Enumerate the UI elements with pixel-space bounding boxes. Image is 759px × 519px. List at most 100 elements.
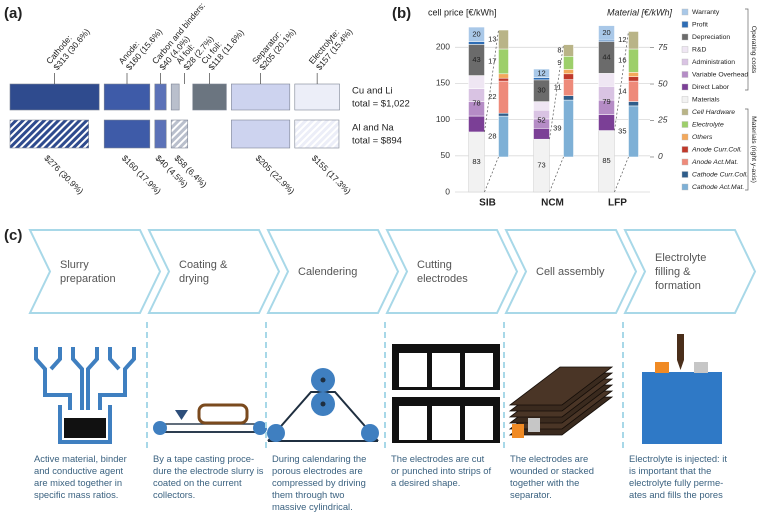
group-sum-label: 52 xyxy=(537,115,545,124)
bar-segment xyxy=(533,101,550,111)
bar-label: 9 xyxy=(557,58,561,67)
legend-swatch xyxy=(681,33,689,41)
step-description: The electrodes are cut or punched into s… xyxy=(391,453,492,488)
y-tick-label: 0 xyxy=(445,186,450,196)
legend-swatch xyxy=(681,121,689,128)
row-total: total = $1,022 xyxy=(352,99,410,110)
cost-segment xyxy=(103,119,151,149)
legend-swatch xyxy=(681,108,689,116)
y2-tick-label: 75 xyxy=(658,42,668,52)
legend-label: Electrolyte xyxy=(692,121,724,128)
panel-c: (c) xyxy=(4,227,757,450)
bar-segment xyxy=(468,75,485,89)
cost-segment xyxy=(170,83,180,111)
dryer xyxy=(197,403,249,425)
cost-segment xyxy=(103,83,151,111)
funnel xyxy=(71,347,99,410)
step-title: Slurry preparation xyxy=(60,258,116,285)
legend-label: Materials xyxy=(692,96,720,103)
legend-swatch xyxy=(681,96,689,103)
step-description: Active material, binder and conductive a… xyxy=(34,453,127,500)
bar-label: 16 xyxy=(618,56,626,65)
bar-label: 35 xyxy=(618,126,626,135)
group-sum-label: 79 xyxy=(602,97,610,106)
bar-segment xyxy=(533,68,550,78)
cost-segment xyxy=(154,83,167,111)
step-description: By a tape casting proce- dure the electr… xyxy=(153,453,264,500)
cost-segment xyxy=(231,83,291,111)
cost-segment xyxy=(170,119,189,149)
connector xyxy=(484,156,499,193)
bar-segment xyxy=(498,29,509,50)
bar-label: 22 xyxy=(488,92,496,101)
bar-label: 83 xyxy=(472,157,480,166)
bar-segment xyxy=(563,99,574,158)
y2-tick-label: 0 xyxy=(658,151,663,161)
row-label: Al and Na xyxy=(352,123,394,134)
process-chevron xyxy=(623,229,757,314)
process-chevron xyxy=(385,229,519,314)
roller xyxy=(361,424,379,442)
connector xyxy=(484,29,499,133)
cost-segment xyxy=(294,119,340,149)
bar-segment xyxy=(498,73,509,79)
row-total: total = $894 xyxy=(352,136,402,147)
bar-label: 14 xyxy=(618,86,626,95)
doctor-blade xyxy=(175,410,188,420)
roller xyxy=(253,421,267,435)
process-chevron xyxy=(266,229,400,314)
y2-axis-label: Material [€/kWh] xyxy=(607,7,673,17)
cut-strip xyxy=(399,353,427,387)
panel-label: (b) xyxy=(392,5,411,22)
bar-label: 39 xyxy=(553,124,561,133)
bar-segment xyxy=(628,80,639,102)
connector xyxy=(549,156,564,193)
step-title: Calendering xyxy=(298,265,358,278)
bar-label: 13 xyxy=(488,34,496,43)
bar-segment xyxy=(628,76,639,82)
legend-group-label: Materials (right y-axis) xyxy=(750,116,757,183)
bar-segment xyxy=(598,25,615,41)
bar-segment xyxy=(628,105,639,158)
legend-bracket xyxy=(745,108,749,191)
tab xyxy=(528,418,540,432)
bar-label: 28 xyxy=(488,132,496,141)
group-sum-label: 78 xyxy=(472,99,480,108)
segment-label: Cathode: $313 (30.6%) xyxy=(44,20,92,72)
legend-label: Others xyxy=(692,134,713,141)
bar-label: 20 xyxy=(602,28,610,37)
legend-swatch xyxy=(681,171,689,178)
bar-label: 12 xyxy=(618,35,626,44)
y-tick-label: 150 xyxy=(436,78,450,88)
panel-a: (a) Cu and Li total = $1,022 Al and Na total… xyxy=(4,0,410,196)
connector xyxy=(614,31,629,131)
step-title: Electrolyte filling & formation xyxy=(655,251,707,292)
legend-swatch xyxy=(681,83,689,91)
bar-segment xyxy=(628,48,639,73)
bar-label: 85 xyxy=(602,156,610,165)
icon-calendering xyxy=(267,368,379,442)
bar-segment xyxy=(498,80,509,114)
bar-segment xyxy=(563,44,574,57)
cost-segment xyxy=(192,83,227,111)
legend-bracket xyxy=(745,8,749,91)
y-tick-label: 50 xyxy=(441,150,451,160)
bar-segment xyxy=(563,79,574,96)
legend-swatch xyxy=(681,183,689,191)
needle-tip xyxy=(677,360,684,370)
y-tick-label: 200 xyxy=(436,42,450,52)
bar-segment xyxy=(563,95,574,101)
icon-cutting xyxy=(392,344,500,443)
legend-label: Administration xyxy=(692,59,735,66)
bar-segment xyxy=(468,115,485,133)
bar-segment xyxy=(628,72,639,77)
bar-label: 73 xyxy=(537,161,545,170)
slurry xyxy=(64,418,106,438)
cost-segment xyxy=(9,119,89,149)
x-tick-label: NCM xyxy=(541,198,564,209)
legend-swatch xyxy=(681,58,689,66)
bar-segment xyxy=(498,77,509,82)
cell-case xyxy=(642,372,722,444)
connector xyxy=(614,156,629,193)
cut-strip xyxy=(432,406,460,440)
